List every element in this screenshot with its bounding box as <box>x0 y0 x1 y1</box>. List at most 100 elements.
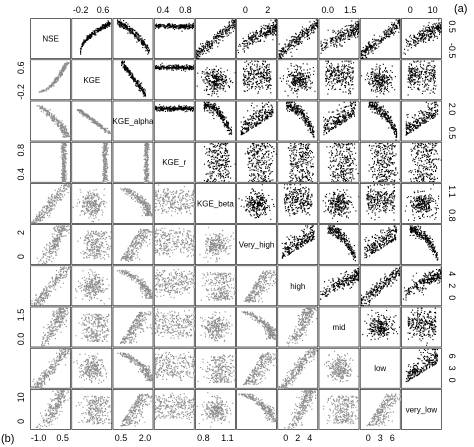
left-tick-label: 1.5 <box>16 309 26 322</box>
points-3-1 <box>101 143 109 183</box>
points-5-0 <box>36 225 71 265</box>
panel-3-5 <box>236 141 277 183</box>
points-9-8 <box>366 393 401 427</box>
variable-label-high: high <box>290 282 305 291</box>
points-5-1 <box>77 230 113 260</box>
points-9-3 <box>155 392 195 424</box>
bottom-tick-label: 3 <box>378 433 383 443</box>
panel-1-5 <box>236 59 277 101</box>
points-4-8 <box>366 184 396 221</box>
panel-2-5 <box>236 100 277 142</box>
scatter-points-7-1 <box>75 313 113 343</box>
top-tick-label: 0 <box>243 5 248 15</box>
scatter-points-7-8 <box>362 309 401 341</box>
panel-2-1 <box>71 100 113 142</box>
points-6-3 <box>155 268 195 299</box>
scatter-points-8-4 <box>197 354 236 384</box>
scatter-points-7-9 <box>407 307 437 346</box>
right-tick-label: -0.5 <box>447 43 457 59</box>
scatter-points-5-9 <box>409 225 439 261</box>
points-0-1 <box>79 20 111 55</box>
scatter-points-3-8 <box>368 143 401 183</box>
panel-1-6 <box>277 59 319 101</box>
panel-2-2 <box>112 100 154 142</box>
panel-6-3 <box>153 265 195 307</box>
points-6-9 <box>402 267 442 301</box>
points-4-9 <box>404 184 440 222</box>
scatter-points-0-8 <box>361 19 401 59</box>
points-0-4 <box>196 19 236 59</box>
scatter-points-0-4 <box>196 19 236 59</box>
scatter-points-3-6 <box>287 143 315 183</box>
scatter-points-1-4 <box>196 65 236 98</box>
scatter-points-8-9 <box>405 349 439 383</box>
points-1-5 <box>242 60 272 94</box>
points-3-5 <box>244 143 277 183</box>
points-4-7 <box>322 189 360 223</box>
scatter-points-8-6 <box>278 349 319 389</box>
panel-9-9 <box>401 389 442 430</box>
scatter-points-4-7 <box>322 189 360 223</box>
points-6-0 <box>31 266 71 307</box>
scatter-points-3-2 <box>143 143 150 183</box>
scatter-points-1-5 <box>242 60 272 94</box>
scatter-points-0-9 <box>403 19 442 55</box>
points-4-0 <box>31 184 71 224</box>
points-3-0 <box>60 143 68 183</box>
left-tick-label: 0.8 <box>16 144 26 157</box>
panel-5-9 <box>401 224 442 265</box>
panel-9-2 <box>112 389 154 430</box>
points-9-5 <box>238 393 277 423</box>
scatter-points-5-2 <box>120 228 154 262</box>
points-2-7 <box>323 101 357 136</box>
points-9-2 <box>120 393 154 427</box>
points-0-8 <box>361 19 401 59</box>
scatter-points-6-8 <box>361 266 401 307</box>
right-tick-label: 4 <box>447 271 457 276</box>
scatter-points-6-1 <box>74 269 110 305</box>
scatter-points-5-8 <box>364 225 398 259</box>
top-tick-label: 10 <box>428 5 438 15</box>
points-0-9 <box>403 19 442 55</box>
points-8-5 <box>243 352 277 386</box>
panel-8-8 <box>359 347 401 389</box>
panel-label-a: (a) <box>454 3 467 15</box>
scatter-points-8-7 <box>324 350 359 383</box>
points-6-5 <box>243 270 277 303</box>
scatter-points-5-7 <box>327 225 357 262</box>
panel-6-9 <box>401 265 442 307</box>
scatter-points-5-1 <box>77 230 113 260</box>
panel-3-3 <box>153 141 195 183</box>
scatter-points-2-9 <box>405 101 439 136</box>
scatter-points-7-4 <box>200 311 233 342</box>
scatter-points-2-7 <box>323 101 357 136</box>
scatter-points-1-8 <box>361 63 396 98</box>
points-4-5 <box>238 184 275 220</box>
points-8-2 <box>117 352 154 382</box>
scatter-points-0-3 <box>155 22 195 32</box>
points-0-2 <box>117 19 151 55</box>
scatter-points-3-7 <box>326 143 359 183</box>
panel-7-7 <box>318 306 360 348</box>
scatter-points-1-3 <box>155 62 195 72</box>
scatter-points-5-0 <box>36 225 71 265</box>
scatter-points-9-1 <box>75 395 113 425</box>
points-2-0 <box>36 105 71 138</box>
variable-label-very-low: very_low <box>406 405 438 414</box>
scatter-points-8-0 <box>31 349 71 389</box>
panel-8-7 <box>318 347 360 389</box>
points-8-7 <box>324 350 359 383</box>
left-tick-label: -0.2 <box>16 84 26 100</box>
scatter-points-9-4 <box>196 392 234 428</box>
scatter-points-3-5 <box>244 143 277 183</box>
scatter-points-8-2 <box>117 352 154 382</box>
bottom-tick-label: -1.0 <box>31 433 47 443</box>
points-7-5 <box>241 311 277 340</box>
points-6-2 <box>116 269 154 299</box>
points-2-8 <box>368 101 398 141</box>
scatter-points-0-1 <box>79 20 111 55</box>
points-5-8 <box>364 225 398 259</box>
left-tick-label: 10 <box>16 392 26 402</box>
points-0-3 <box>155 22 195 32</box>
left-tick-label: 0.4 <box>16 168 26 181</box>
